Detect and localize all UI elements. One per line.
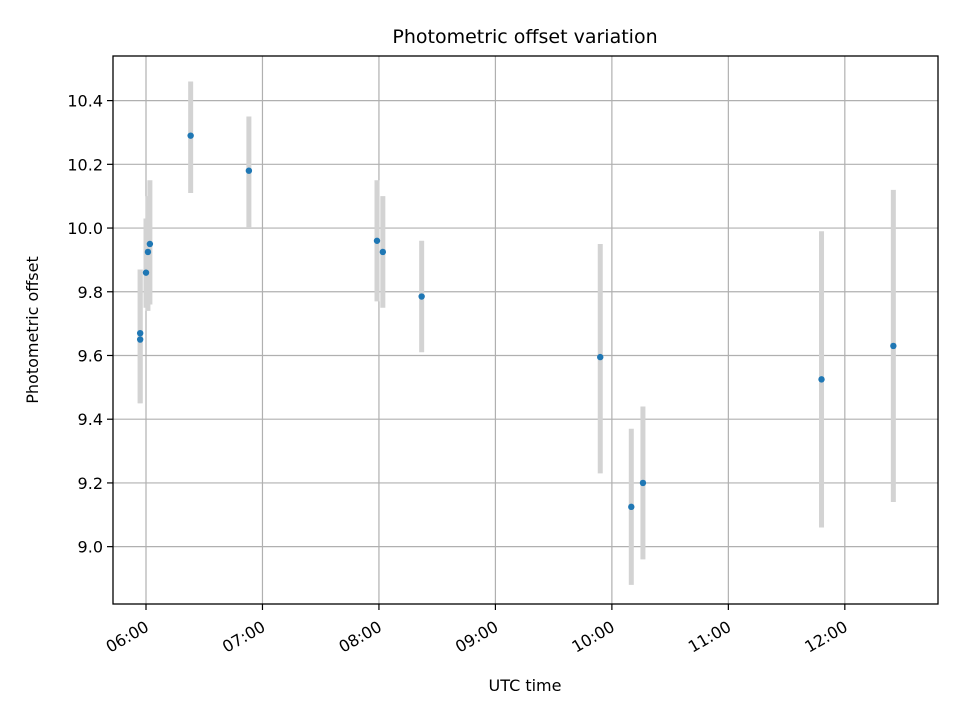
data-point: [146, 240, 154, 248]
x-tick-label: 08:00: [336, 617, 385, 657]
data-point: [136, 336, 144, 343]
y-axis: 9.0 9.2 9.4 9.6 9.8 10.0 10.2 10.4: [67, 92, 113, 557]
y-tick-label: 9.8: [78, 283, 103, 302]
y-tick-label: 10.0: [67, 219, 103, 238]
data-point: [142, 269, 150, 276]
data-point: [628, 503, 635, 511]
data-points: [136, 132, 897, 511]
data-point: [187, 132, 194, 139]
x-tick-label: 12:00: [801, 617, 850, 657]
y-axis-label: Photometric offset: [23, 256, 42, 404]
y-tick-label: 9.4: [78, 410, 103, 429]
y-tick-label: 10.2: [67, 155, 103, 174]
data-point: [890, 342, 897, 350]
y-tick-label: 10.4: [67, 92, 103, 111]
x-tick-label: 11:00: [685, 617, 734, 657]
data-point: [597, 353, 604, 361]
data-point: [373, 237, 381, 244]
x-tick-label: 10:00: [568, 617, 617, 657]
x-tick-label: 06:00: [103, 617, 152, 657]
x-axis: 06:00 07:00 08:00 09:00 10:00 11:00 12:00: [103, 604, 851, 657]
grid: [113, 56, 938, 604]
chart-title: Photometric offset variation: [392, 26, 657, 48]
data-point: [379, 248, 387, 256]
y-tick-label: 9.2: [78, 474, 103, 493]
y-tick-label: 9.6: [78, 346, 103, 365]
data-point: [818, 376, 825, 383]
x-axis-label: UTC time: [489, 676, 562, 695]
data-point: [144, 248, 152, 256]
y-tick-label: 9.0: [78, 538, 103, 557]
data-point: [639, 479, 647, 487]
data-point: [245, 167, 253, 174]
data-point: [136, 329, 144, 337]
x-tick-label: 07:00: [219, 617, 268, 657]
data-point: [418, 293, 425, 300]
error-bars: [137, 81, 896, 585]
x-tick-label: 09:00: [452, 617, 501, 657]
plot-frame: [112, 55, 939, 605]
